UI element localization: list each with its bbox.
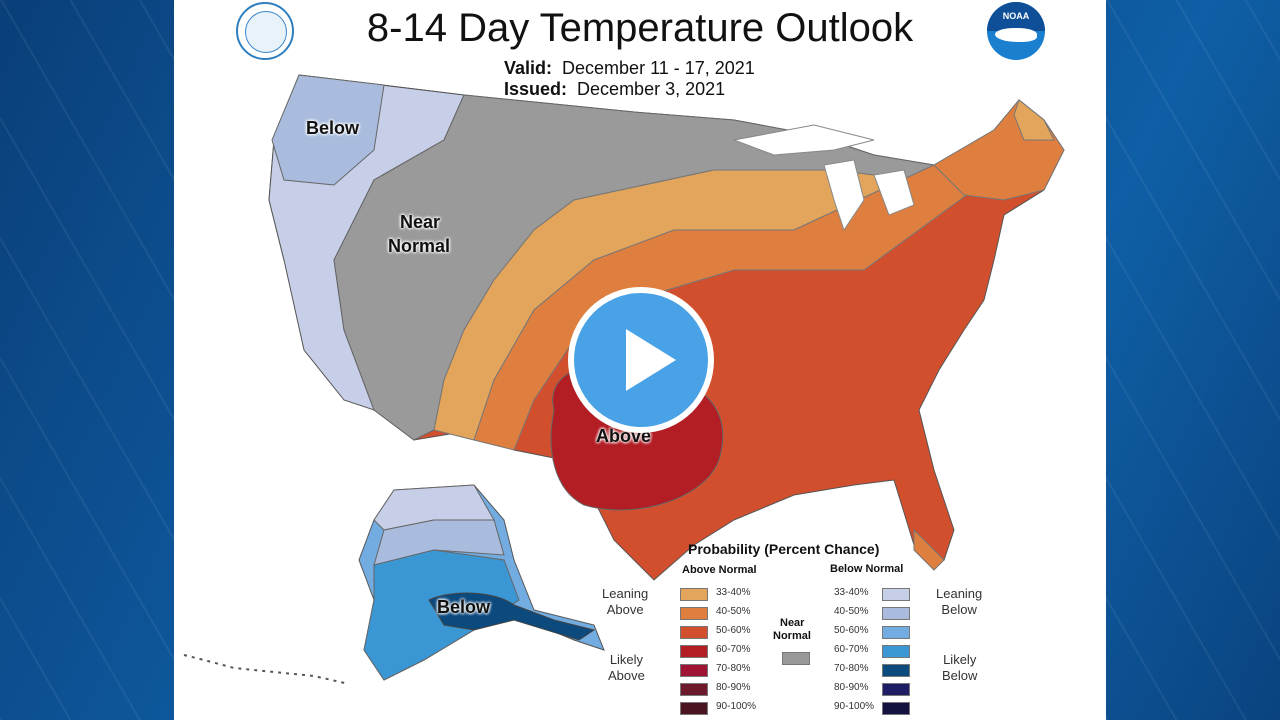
issued-value: December 3, 2021 bbox=[577, 79, 726, 99]
legend-below-row-label: 60-70% bbox=[834, 644, 869, 655]
legend-title: Probability (Percent Chance) bbox=[688, 541, 880, 557]
above-40-50-florida bbox=[913, 528, 945, 571]
issued-line: Issued: December 3, 2021 bbox=[504, 79, 725, 100]
leaning-below-line1: Leaning bbox=[936, 586, 983, 601]
alaska-7080-core bbox=[428, 592, 596, 641]
above-40-50-band bbox=[473, 164, 996, 451]
outlook-figure: NOAA 8-14 Day Temperature Outlook Valid:… bbox=[174, 0, 1106, 720]
leaning-below-line2: Below bbox=[941, 602, 977, 617]
legend-above-row-label: 80-90% bbox=[716, 682, 751, 693]
map-label-below-nw: Below bbox=[306, 118, 360, 138]
legend-near-swatch bbox=[782, 652, 810, 665]
legend-likely-below: Likely Below bbox=[942, 652, 977, 684]
commerce-seal-logo bbox=[236, 2, 294, 60]
legend-above-row-swatch bbox=[680, 645, 708, 658]
leaning-above-line2: Above bbox=[606, 602, 644, 617]
legend-leaning-below: Leaning Below bbox=[936, 586, 982, 618]
issued-label: Issued: bbox=[504, 79, 568, 99]
legend-below-row-swatch bbox=[882, 664, 910, 677]
legend-below-row-swatch bbox=[882, 588, 910, 601]
legend-below-header: Below Normal bbox=[830, 563, 904, 575]
play-button[interactable] bbox=[568, 287, 714, 433]
likely-below-line2: Below bbox=[942, 668, 978, 683]
above-33-40-maine bbox=[1013, 99, 1055, 141]
likely-above-line2: Above bbox=[608, 668, 645, 683]
legend-below-row-label: 90-100% bbox=[834, 701, 875, 712]
valid-value: December 11 - 17, 2021 bbox=[562, 58, 755, 78]
legend-above-row-swatch bbox=[680, 683, 708, 696]
legend-below-row-swatch bbox=[882, 607, 910, 620]
legend-above-row-swatch bbox=[680, 607, 708, 620]
legend-below-row-label: 70-80% bbox=[834, 663, 869, 674]
map-label-near-1: Near bbox=[400, 212, 441, 232]
aleutian-islands bbox=[183, 654, 350, 685]
page-title: 8-14 Day Temperature Outlook bbox=[366, 6, 914, 50]
legend-below-row-swatch bbox=[882, 645, 910, 658]
legend-below-row-swatch bbox=[882, 626, 910, 639]
below-northwest-core bbox=[271, 74, 385, 186]
background-stripes-right bbox=[1106, 0, 1280, 720]
legend-near-header-2: Normal bbox=[773, 630, 811, 642]
map-label-near-2: Normal bbox=[388, 236, 451, 256]
legend-above-header: Above Normal bbox=[682, 564, 757, 576]
legend-likely-above: Likely Above bbox=[608, 652, 645, 684]
legend-leaning-above: Leaning Above bbox=[602, 586, 648, 618]
likely-below-line1: Likely bbox=[943, 652, 977, 667]
legend-above-row-swatch bbox=[680, 588, 708, 601]
map-label-below-ak: Below bbox=[437, 597, 491, 617]
legend-below-row-label: 50-60% bbox=[834, 625, 869, 636]
legend-above-row-label: 50-60% bbox=[716, 625, 751, 636]
legend-above-row-swatch bbox=[680, 702, 708, 715]
legend-above-row-swatch bbox=[680, 664, 708, 677]
legend-below-row-label: 80-90% bbox=[834, 682, 869, 693]
legend-below-row-swatch bbox=[882, 702, 910, 715]
play-icon bbox=[626, 329, 676, 391]
legend-above-row-label: 60-70% bbox=[716, 644, 751, 655]
valid-line: Valid: December 11 - 17, 2021 bbox=[504, 58, 755, 79]
leaning-above-line1: Leaning bbox=[602, 586, 649, 601]
legend-near-header-1: Near bbox=[780, 617, 805, 629]
legend-above-row-label: 40-50% bbox=[716, 606, 751, 617]
legend-above-row-label: 90-100% bbox=[716, 701, 757, 712]
legend-below-row-swatch bbox=[882, 683, 910, 696]
valid-label: Valid: bbox=[504, 58, 553, 78]
legend-below-row-label: 33-40% bbox=[834, 587, 869, 598]
great-lakes bbox=[732, 124, 915, 232]
legend-above-row-label: 33-40% bbox=[716, 587, 751, 598]
above-40-50-northeast bbox=[933, 99, 1065, 201]
likely-above-line1: Likely bbox=[609, 652, 644, 667]
legend-above-row-label: 70-80% bbox=[716, 663, 751, 674]
legend-above-row-swatch bbox=[680, 626, 708, 639]
play-circle bbox=[574, 293, 708, 427]
legend-below-row-label: 40-50% bbox=[834, 606, 869, 617]
noaa-logo: NOAA bbox=[987, 2, 1045, 60]
